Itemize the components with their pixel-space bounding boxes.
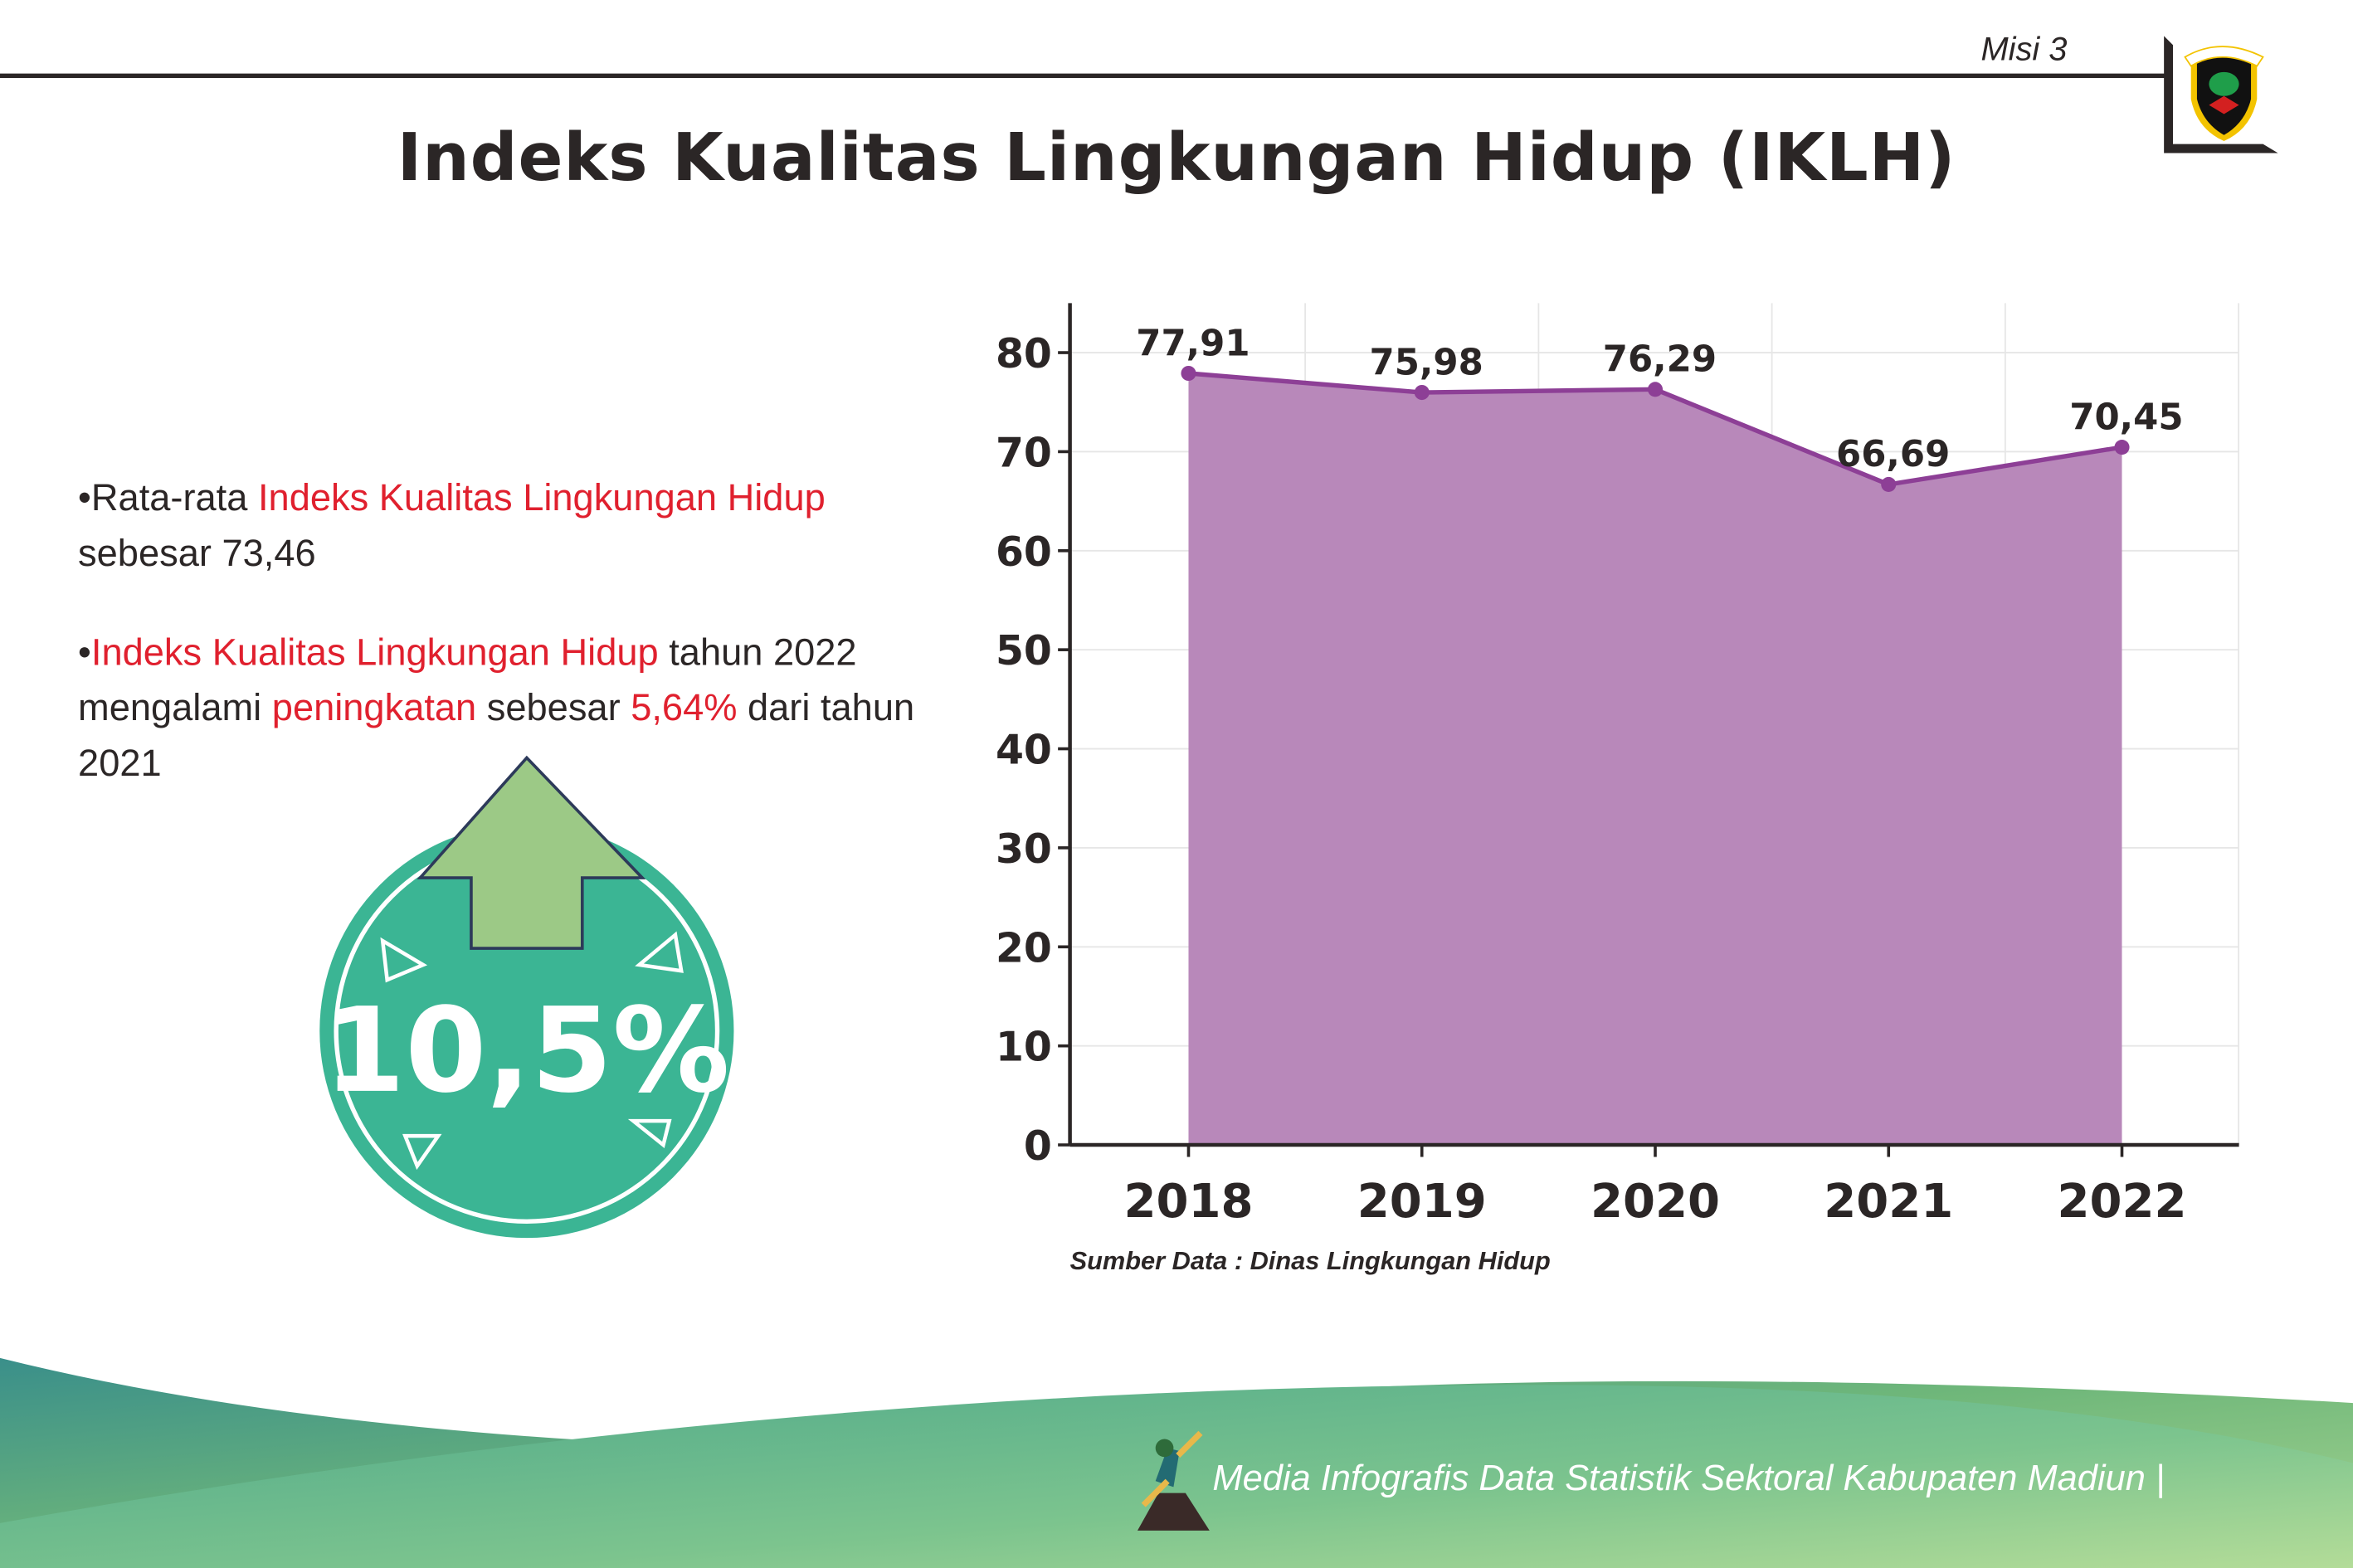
badge-value: 10,5% xyxy=(324,983,729,1119)
data-label: 75,98 xyxy=(1370,342,1483,383)
data-source: Sumber Data : Dinas Lingkungan Hidup xyxy=(1069,1247,1551,1276)
data-point xyxy=(1881,476,1897,492)
growth-badge: 10,5% xyxy=(319,755,734,1239)
data-point xyxy=(1181,365,1196,382)
x-tick-label: 2022 xyxy=(2058,1175,2187,1229)
data-label: 70,45 xyxy=(2069,397,2183,438)
iklh-area-chart: 77,91 2018 75,98 2019 76,29 2020 66,69 2021 70,4… xyxy=(996,303,2240,1229)
logo-frame xyxy=(2164,36,2278,153)
mission-label: Misi 3 xyxy=(1980,30,2068,68)
data-point xyxy=(1414,384,1430,401)
y-tick-label: 60 xyxy=(996,528,1052,576)
data-point xyxy=(1647,382,1664,397)
y-tick-label: 70 xyxy=(996,430,1052,477)
y-tick-label: 0 xyxy=(1024,1122,1052,1170)
y-tick-label: 80 xyxy=(996,330,1052,377)
arrow-up-icon xyxy=(417,755,646,950)
footer-wave xyxy=(0,1357,2353,1568)
area-fill xyxy=(1188,373,2122,1146)
footer-caption: Media Infografis Data Statistik Sektoral… xyxy=(1212,1458,2165,1499)
y-tick-label: 30 xyxy=(996,825,1052,873)
data-label: 77,91 xyxy=(1136,323,1250,364)
madiun-emblem-icon xyxy=(2184,46,2264,142)
page-title: Indeks Kualitas Lingkungan Hidup (IKLH) xyxy=(397,119,1956,197)
data-point xyxy=(2114,440,2130,455)
statistics-mascot-icon xyxy=(1137,1430,1210,1531)
x-tick-label: 2020 xyxy=(1591,1175,1720,1229)
y-tick-label: 10 xyxy=(996,1024,1052,1071)
y-tick-label: 40 xyxy=(996,727,1052,774)
bullet-average: •Rata-rata Indeks Kualitas Lingkungan Hi… xyxy=(78,477,826,575)
data-label: 66,69 xyxy=(1836,434,1950,475)
x-tick-label: 2018 xyxy=(1123,1175,1253,1229)
header-rule xyxy=(0,73,2169,79)
x-tick-label: 2019 xyxy=(1357,1175,1487,1229)
bullet-increase: •Indeks Kualitas Lingkungan Hidup tahun … xyxy=(78,631,915,785)
data-label: 76,29 xyxy=(1603,339,1717,381)
x-tick-label: 2021 xyxy=(1824,1175,1953,1229)
y-tick-label: 50 xyxy=(996,627,1052,674)
y-tick-label: 20 xyxy=(996,924,1052,971)
